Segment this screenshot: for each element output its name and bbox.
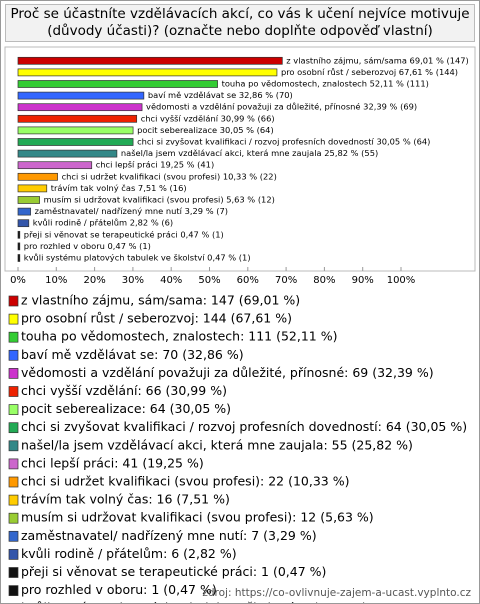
legend-label: kvůli rodině / přátelům: 6 (2,82 %) xyxy=(21,546,237,561)
legend-label: chci si udržet kvalifikaci (svou profesi… xyxy=(21,474,350,489)
data-label: pro rozhled v oboru 0,47 % (1) xyxy=(24,241,151,251)
bar xyxy=(17,207,31,216)
data-label: chci si udržet kvalifikaci (svou profesi… xyxy=(62,171,277,181)
data-label: touha po vědomostech, znalostech 52,11 %… xyxy=(222,79,429,89)
bar xyxy=(17,196,40,204)
legend-label: touha po vědomostech, znalostech: 111 (5… xyxy=(21,329,338,344)
chart-title: Proč se účastníte vzdělávacích akcí, co … xyxy=(5,4,475,42)
legend-swatch xyxy=(8,549,19,560)
legend-swatch xyxy=(8,476,19,488)
bar xyxy=(17,219,30,228)
bar xyxy=(17,254,21,262)
bar xyxy=(17,56,283,65)
data-label: zaměstnavatel/ nadřízený mne nutí 3,29 %… xyxy=(35,206,228,216)
x-tick-label: 20% xyxy=(83,275,105,286)
x-tick-label: 100% xyxy=(387,275,416,286)
data-label: vědomosti a vzdělání považuji za důležit… xyxy=(146,102,417,112)
x-tick-label: 30% xyxy=(122,275,144,286)
legend-swatch xyxy=(8,404,19,415)
x-tick-label: 70% xyxy=(275,275,297,286)
legend-label: vědomosti a vzdělání považuji za důležit… xyxy=(21,365,434,380)
legend-swatch xyxy=(8,494,19,506)
bar xyxy=(17,80,218,88)
data-label: kvůli rodině / přátelům 2,82 % (6) xyxy=(33,218,173,228)
bar xyxy=(17,138,134,146)
data-label: našel/la jsem vzdělávací akci, která mne… xyxy=(121,148,378,158)
legend-swatch xyxy=(8,331,19,343)
bar xyxy=(17,161,93,170)
bar xyxy=(17,242,21,251)
source: zdroj: https://co-ovlivnuje-zajem-a-ucas… xyxy=(202,587,471,599)
data-label: chci vyšší vzdělání 30,99 % (66) xyxy=(141,113,275,123)
bar xyxy=(17,172,58,181)
legend-label: našel/la jsem vzdělávací akci, která mne… xyxy=(21,437,413,452)
legend-label: zaměstnavatel/ nadřízený mne nutí: 7 (3,… xyxy=(21,528,317,543)
data-label: přeji si věnovat se terapeutické práci 0… xyxy=(24,229,224,239)
legend-label: chci si zvyšovat kvalifikaci / rozvoj pr… xyxy=(21,419,467,434)
x-tick-label: 90% xyxy=(352,275,374,286)
legend-swatch xyxy=(8,567,19,578)
data-label: musím si udržovat kvalifikaci (svou prof… xyxy=(44,195,275,205)
bar xyxy=(17,68,278,77)
legend-label: z vlastního zájmu, sám/sama: 147 (69,01 … xyxy=(21,293,300,308)
legend-swatch xyxy=(8,313,19,325)
legend-swatch xyxy=(8,422,19,434)
x-tick-label: 40% xyxy=(160,275,182,286)
legend-swatch xyxy=(8,440,19,452)
legend-swatch xyxy=(8,530,19,542)
legend-swatch xyxy=(8,386,19,397)
bar xyxy=(17,103,143,112)
data-label: z vlastního zájmu, sám/sama 69,01 % (147… xyxy=(286,55,468,65)
legend-label: baví mě vzdělávat se: 70 (32,86 %) xyxy=(21,347,244,362)
legend-label: kvůli systému platových tabulek ve škols… xyxy=(21,600,367,603)
bar xyxy=(17,91,145,100)
data-label: trávím tak volný čas 7,51 % (16) xyxy=(51,183,187,193)
legend-swatch xyxy=(8,458,19,470)
bar xyxy=(17,149,118,158)
legend-label: chci vyšší vzdělání: 66 (30,99 %) xyxy=(21,383,227,398)
legend-swatch xyxy=(8,585,19,596)
legend-label: přeji si věnovat se terapeutické práci: … xyxy=(21,564,326,579)
legend-label: pocit seberealizace: 64 (30,05 %) xyxy=(21,401,231,416)
data-label: baví mě vzdělávat se 32,86 % (70) xyxy=(148,90,293,100)
legend-swatch xyxy=(8,295,19,307)
legend-swatch xyxy=(8,512,19,524)
data-label: chci lepší práci 19,25 % (41) xyxy=(96,160,214,170)
bar xyxy=(17,126,134,135)
x-tick-label: 60% xyxy=(237,275,259,286)
legend-label: chci lepší práci: 41 (19,25 %) xyxy=(21,455,204,470)
bar xyxy=(17,230,21,239)
x-tick-label: 80% xyxy=(313,275,335,286)
legend-swatch xyxy=(8,349,19,361)
bar xyxy=(17,184,48,193)
data-label: pocit seberealizace 30,05 % (64) xyxy=(137,125,274,135)
bar xyxy=(17,114,138,123)
data-label: kvůli systému platových tabulek ve škols… xyxy=(24,253,251,263)
x-tick-label: 10% xyxy=(45,275,67,286)
x-tick-label: 50% xyxy=(198,275,220,286)
legend-swatch xyxy=(8,368,19,379)
legend-label: pro osobní růst / seberozvoj: 144 (67,61… xyxy=(21,311,292,326)
data-label: pro osobní růst / seberozvoj 67,61 % (14… xyxy=(281,67,458,77)
legend-label: musím si udržovat kvalifikaci (svou prof… xyxy=(21,510,374,525)
legend-label: pro rozhled v oboru: 1 (0,47 %) xyxy=(21,582,217,597)
x-tick-label: 0% xyxy=(10,275,26,286)
legend-label: trávím tak volný čas: 16 (7,51 %) xyxy=(21,492,230,507)
data-label: chci si zvyšovat kvalifikaci / rozvoj pr… xyxy=(137,137,430,147)
